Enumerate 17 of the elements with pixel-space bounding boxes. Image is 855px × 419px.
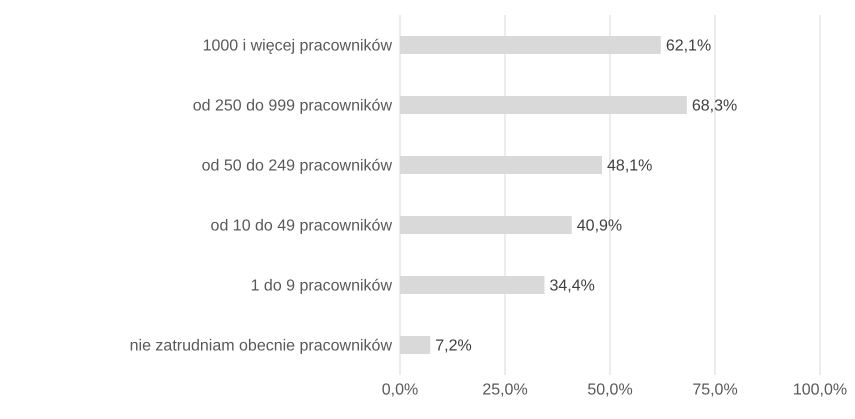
data-label: 68,3% bbox=[692, 98, 738, 115]
y-tick-label: 1000 i więcej pracowników bbox=[202, 38, 392, 55]
y-tick-label: od 10 do 49 pracowników bbox=[210, 218, 392, 235]
y-tick-label: nie zatrudniam obecnie pracowników bbox=[130, 338, 392, 355]
data-label: 40,9% bbox=[576, 218, 622, 235]
x-tick-label: 75,0% bbox=[692, 381, 738, 398]
y-tick-label: od 50 do 249 pracowników bbox=[202, 158, 392, 175]
data-label: 48,1% bbox=[607, 158, 652, 175]
y-tick-label: od 250 do 999 pracowników bbox=[192, 98, 392, 115]
x-tick-label: 25,0% bbox=[482, 381, 528, 398]
x-tick-label: 50,0% bbox=[587, 381, 633, 398]
x-tick-label: 0,0% bbox=[382, 381, 418, 398]
data-label: 7,2% bbox=[435, 338, 472, 355]
y-tick-label: 1 do 9 pracowników bbox=[250, 278, 392, 295]
x-tick-label: 100,0% bbox=[792, 381, 848, 398]
data-label: 62,1% bbox=[666, 38, 712, 55]
data-label: 34,4% bbox=[549, 278, 595, 295]
